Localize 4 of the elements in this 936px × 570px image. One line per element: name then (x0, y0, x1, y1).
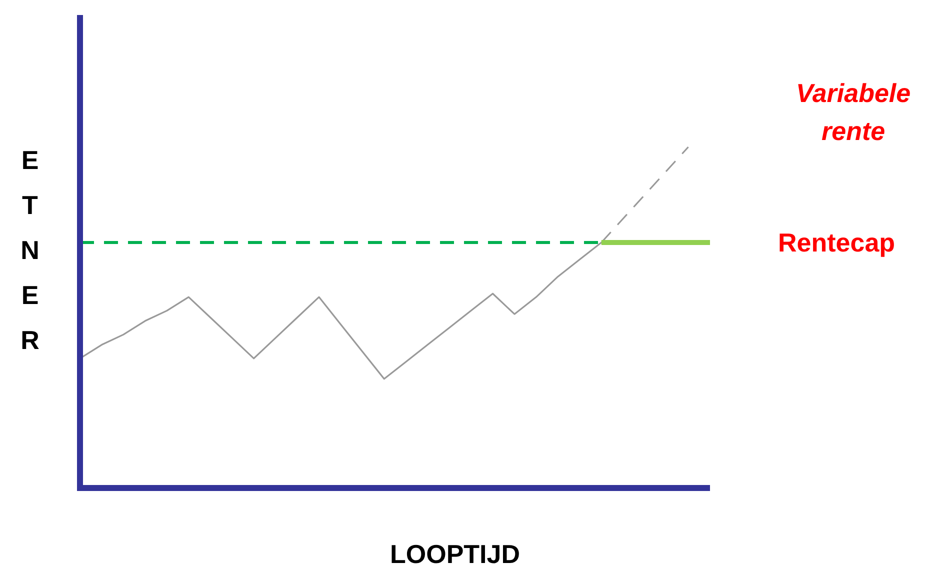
text: Rentecap (778, 227, 896, 258)
text: Variabele rente (796, 78, 911, 146)
y-axis-title: ETNER (15, 145, 45, 370)
x-axis-title: LOOPTIJD (390, 539, 520, 569)
